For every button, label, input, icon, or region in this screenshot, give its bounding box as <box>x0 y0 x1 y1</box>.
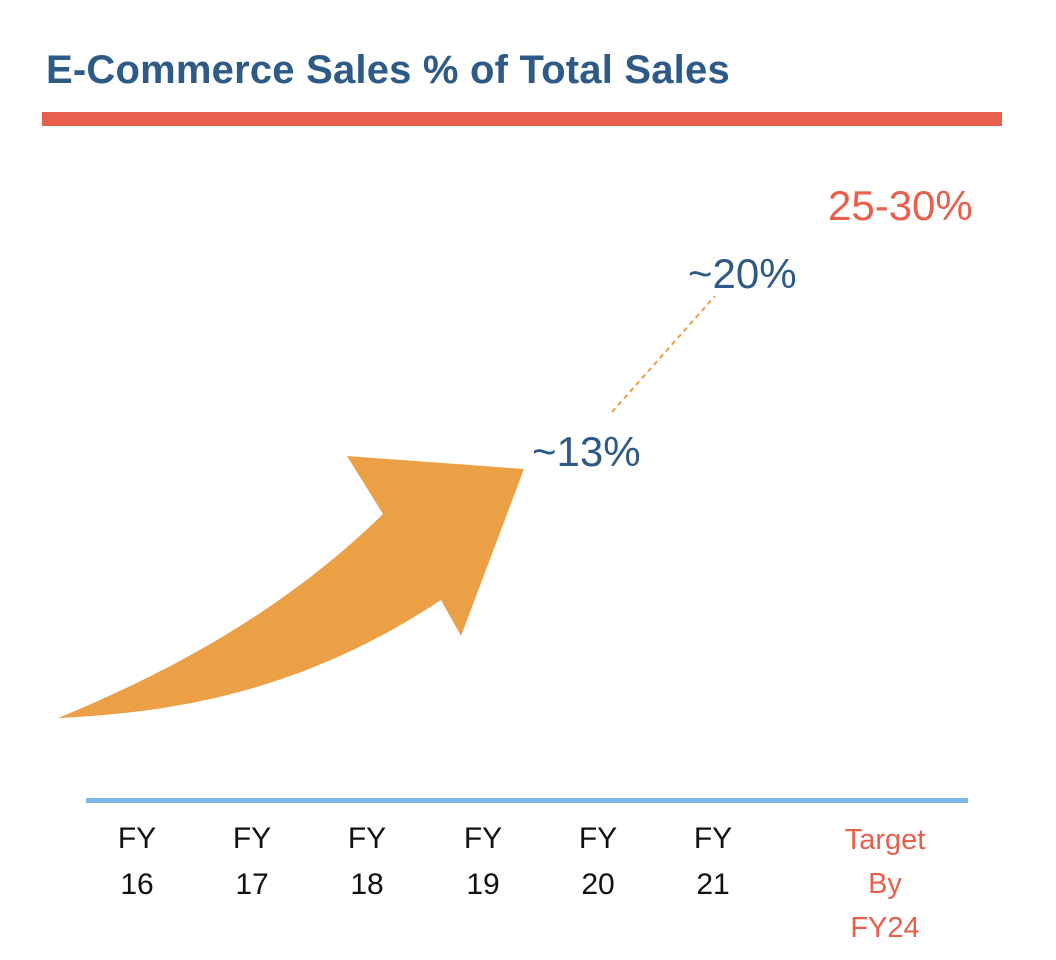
tick-label-target-fy24: Target By FY24 <box>830 818 940 950</box>
tick-label-fy20: FY 20 <box>543 816 653 908</box>
growth-arrow <box>58 456 524 718</box>
tick-label-line2: 16 <box>120 868 154 901</box>
x-axis-line <box>86 798 968 803</box>
tick-label-line1: FY <box>117 822 157 855</box>
tick-label-fy21: FY 21 <box>658 816 768 908</box>
annotation-13-percent: ~13% <box>532 428 641 475</box>
tick-label-line1: FY <box>232 822 272 855</box>
tick-label-fy18: FY 18 <box>312 816 422 908</box>
tick-label-line2: 21 <box>696 868 730 901</box>
tick-label-line2: By FY24 <box>850 868 920 944</box>
tick-label-fy19: FY 19 <box>428 816 538 908</box>
tick-label-line2: 17 <box>235 868 269 901</box>
tick-label-fy16: FY 16 <box>82 816 192 908</box>
tick-label-line2: 18 <box>350 868 384 901</box>
tick-label-fy17: FY 17 <box>197 816 307 908</box>
dotted-connector-line <box>611 295 716 413</box>
tick-label-line1: FY <box>578 822 618 855</box>
annotation-target-range: 25-30% <box>828 182 973 229</box>
title-underline <box>42 112 1002 126</box>
tick-label-line1: FY <box>693 822 733 855</box>
tick-label-line2: 19 <box>466 868 500 901</box>
tick-label-line1: FY <box>463 822 503 855</box>
tick-label-line1: Target <box>844 824 926 856</box>
tick-label-line2: 20 <box>581 868 615 901</box>
annotation-20-percent: ~20% <box>688 250 797 297</box>
tick-label-line1: FY <box>347 822 387 855</box>
chart-title: E-Commerce Sales % of Total Sales <box>46 48 730 92</box>
